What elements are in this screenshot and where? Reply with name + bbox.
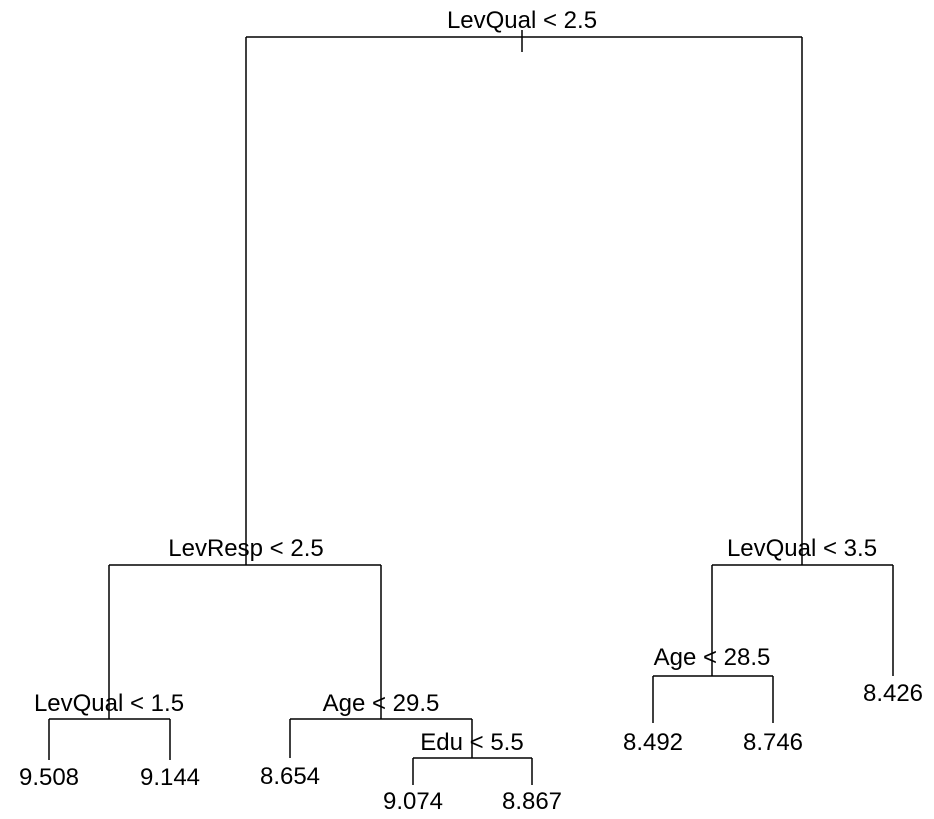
leaf-value: 8.492 bbox=[623, 729, 683, 756]
split-label: LevResp < 2.5 bbox=[168, 535, 323, 562]
leaf-value: 8.867 bbox=[502, 788, 562, 815]
leaf-value: 9.074 bbox=[383, 788, 443, 815]
leaf-value: 8.654 bbox=[260, 763, 320, 790]
split-label: Age < 28.5 bbox=[654, 644, 771, 671]
leaf-value: 8.426 bbox=[863, 680, 923, 707]
split-label: Age < 29.5 bbox=[323, 690, 440, 717]
leaf-value: 9.508 bbox=[19, 764, 79, 791]
split-label: LevQual < 1.5 bbox=[34, 690, 184, 717]
split-label: LevQual < 3.5 bbox=[727, 535, 877, 562]
leaf-value: 9.144 bbox=[140, 764, 200, 791]
leaf-value: 8.746 bbox=[743, 729, 803, 756]
split-label: Edu < 5.5 bbox=[420, 729, 523, 756]
split-label: LevQual < 2.5 bbox=[447, 7, 597, 34]
